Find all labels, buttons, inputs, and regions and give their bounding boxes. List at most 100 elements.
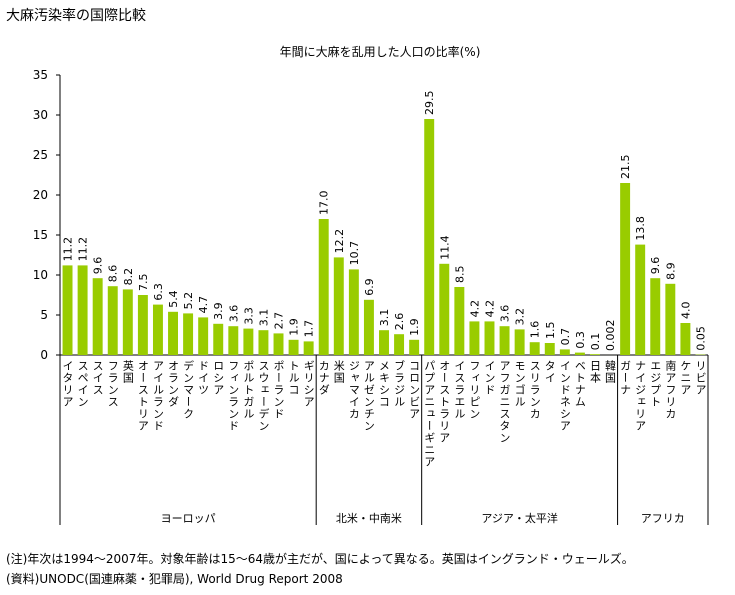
x-tick-label: オランダ	[167, 360, 180, 408]
x-tick-label: ブラジル	[393, 359, 406, 408]
x-tick-label: トルコ	[287, 360, 300, 396]
x-tick-label: ポルトガル	[242, 360, 255, 420]
value-label: 0.7	[559, 328, 572, 346]
value-label: 4.2	[483, 300, 496, 318]
value-label: 1.9	[288, 318, 301, 336]
value-label: 3.6	[499, 305, 512, 322]
value-label: 7.5	[137, 274, 150, 292]
value-label: 0.1	[589, 333, 602, 351]
group-label: ヨーロッパ	[161, 512, 216, 525]
x-tick-label: デンマーク	[182, 359, 195, 420]
y-tick-label: 0	[40, 348, 48, 362]
value-label: 3.9	[212, 302, 225, 320]
bar	[590, 354, 600, 355]
value-label: 1.9	[408, 318, 421, 336]
value-label: 4.0	[679, 302, 692, 320]
x-tick-label: オーストリア	[136, 360, 149, 432]
bar	[635, 244, 646, 355]
bar	[454, 287, 465, 355]
group-label: 北米・中南米	[336, 512, 402, 525]
value-label: 4.2	[468, 300, 481, 318]
y-tick-label: 15	[33, 228, 48, 242]
bar	[499, 326, 510, 355]
bar	[379, 330, 389, 355]
x-tick-label: アイルランド	[151, 360, 164, 432]
x-tick-label: リビア	[694, 360, 707, 396]
x-tick-label: フィリピン	[468, 360, 481, 420]
x-tick-label: アフガニスタン	[498, 360, 511, 444]
value-label: 0.002	[604, 319, 617, 351]
bar	[394, 334, 405, 355]
bar	[198, 317, 209, 355]
value-label: 5.2	[182, 292, 195, 310]
value-label: 6.3	[152, 283, 165, 301]
x-tick-label: スペイン	[76, 360, 89, 408]
bar	[333, 257, 344, 355]
value-label: 13.8	[634, 216, 647, 241]
bar	[168, 311, 178, 355]
x-tick-label: アルゼンチン	[362, 360, 375, 432]
y-tick-label: 5	[40, 308, 48, 322]
bar	[152, 304, 163, 355]
value-label: 29.5	[423, 91, 436, 116]
value-label: 3.2	[514, 308, 527, 326]
bar	[469, 321, 480, 355]
x-tick-label: ギリシア	[302, 360, 315, 408]
value-label: 10.7	[348, 241, 361, 266]
value-label: 8.2	[122, 268, 135, 286]
value-label: 11.2	[77, 237, 90, 262]
x-tick-label: パプアニューギニア	[423, 360, 436, 468]
value-label: 1.7	[303, 320, 316, 338]
y-tick-label: 20	[33, 188, 48, 202]
x-tick-label: ベトナム	[573, 360, 586, 408]
value-label: 2.7	[273, 312, 286, 330]
x-tick-label: メキシコ	[378, 360, 391, 408]
x-tick-label: ジャマイカ	[347, 360, 360, 420]
bar	[92, 278, 103, 355]
bar	[243, 328, 254, 355]
bar	[62, 265, 73, 355]
x-tick-label: ロシア	[212, 360, 225, 396]
value-label: 17.0	[318, 191, 331, 216]
x-tick-label: 米国	[332, 360, 345, 384]
value-label: 1.6	[529, 321, 542, 339]
x-tick-label: ガーナ	[619, 360, 632, 396]
bar	[107, 286, 118, 355]
value-label: 0.3	[574, 331, 587, 349]
bar	[363, 299, 374, 355]
value-label: 12.2	[333, 229, 346, 254]
value-label: 2.6	[393, 313, 406, 331]
x-tick-label: フィンランド	[227, 360, 240, 432]
x-tick-label: ポーランド	[272, 360, 285, 420]
value-label: 11.2	[62, 237, 75, 262]
x-tick-label: 英国	[121, 359, 134, 384]
x-tick-label: 南アフリカ	[664, 360, 677, 420]
source: (資料)UNODC(国連麻薬・犯罪局), World Drug Report 2…	[6, 571, 343, 586]
x-tick-label: スリランカ	[528, 360, 541, 420]
bar	[544, 343, 555, 355]
bar	[529, 342, 540, 355]
bar	[620, 183, 631, 355]
value-label: 3.1	[378, 309, 391, 327]
value-label: 8.9	[664, 262, 677, 280]
bar	[137, 295, 148, 355]
x-tick-label: エジプト	[649, 360, 662, 408]
x-tick-label: イタリア	[61, 360, 74, 408]
y-tick-label: 10	[33, 268, 48, 282]
bar	[228, 326, 239, 355]
bar	[303, 341, 314, 355]
bar	[650, 278, 661, 355]
y-tick-label: 35	[33, 68, 48, 82]
bar	[183, 313, 194, 355]
bar	[318, 219, 329, 355]
value-label: 1.5	[544, 322, 557, 340]
bar	[559, 349, 570, 355]
value-label: 4.7	[197, 296, 210, 314]
bar	[213, 323, 224, 355]
bar	[77, 265, 88, 355]
x-tick-label: 日本	[588, 360, 601, 384]
bar	[484, 321, 495, 355]
x-tick-label: インド	[483, 360, 496, 396]
x-tick-label: カナダ	[317, 360, 330, 396]
